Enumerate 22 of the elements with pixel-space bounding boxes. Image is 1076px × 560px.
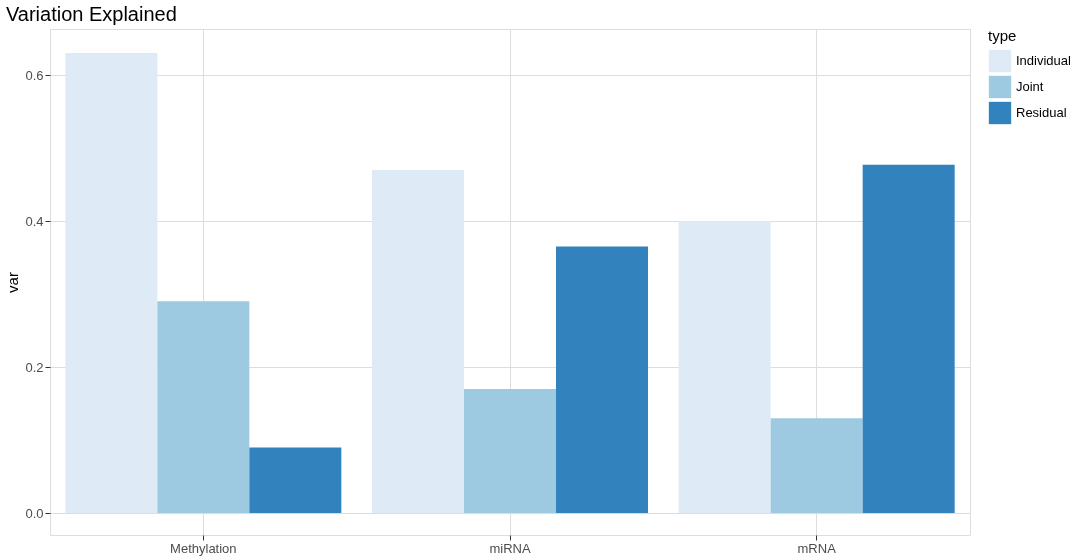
bar (556, 246, 648, 514)
y-tick-label: 0.4 (25, 213, 44, 229)
bar (464, 388, 556, 514)
y-tick-label: 0.6 (25, 67, 44, 83)
legend-label: Individual (1016, 53, 1072, 68)
x-tick-label: Methylation (170, 540, 237, 556)
legend-label: Joint (1016, 79, 1044, 94)
bar (65, 53, 158, 514)
bar (678, 221, 771, 514)
bar (249, 447, 342, 514)
y-tick-label: 0.2 (25, 359, 44, 375)
bar (770, 418, 863, 514)
legend-title: type (988, 27, 1017, 44)
y-tick-label: 0.0 (25, 505, 44, 521)
x-tick-label: miRNA (489, 540, 531, 556)
bar (372, 169, 464, 514)
x-tick-label: mRNA (797, 540, 837, 556)
bar (862, 164, 955, 514)
bar (157, 301, 250, 514)
legend-label: Residual (1016, 105, 1067, 120)
y-axis-title: var (4, 272, 22, 293)
chart-title: Variation Explained (5, 3, 177, 25)
